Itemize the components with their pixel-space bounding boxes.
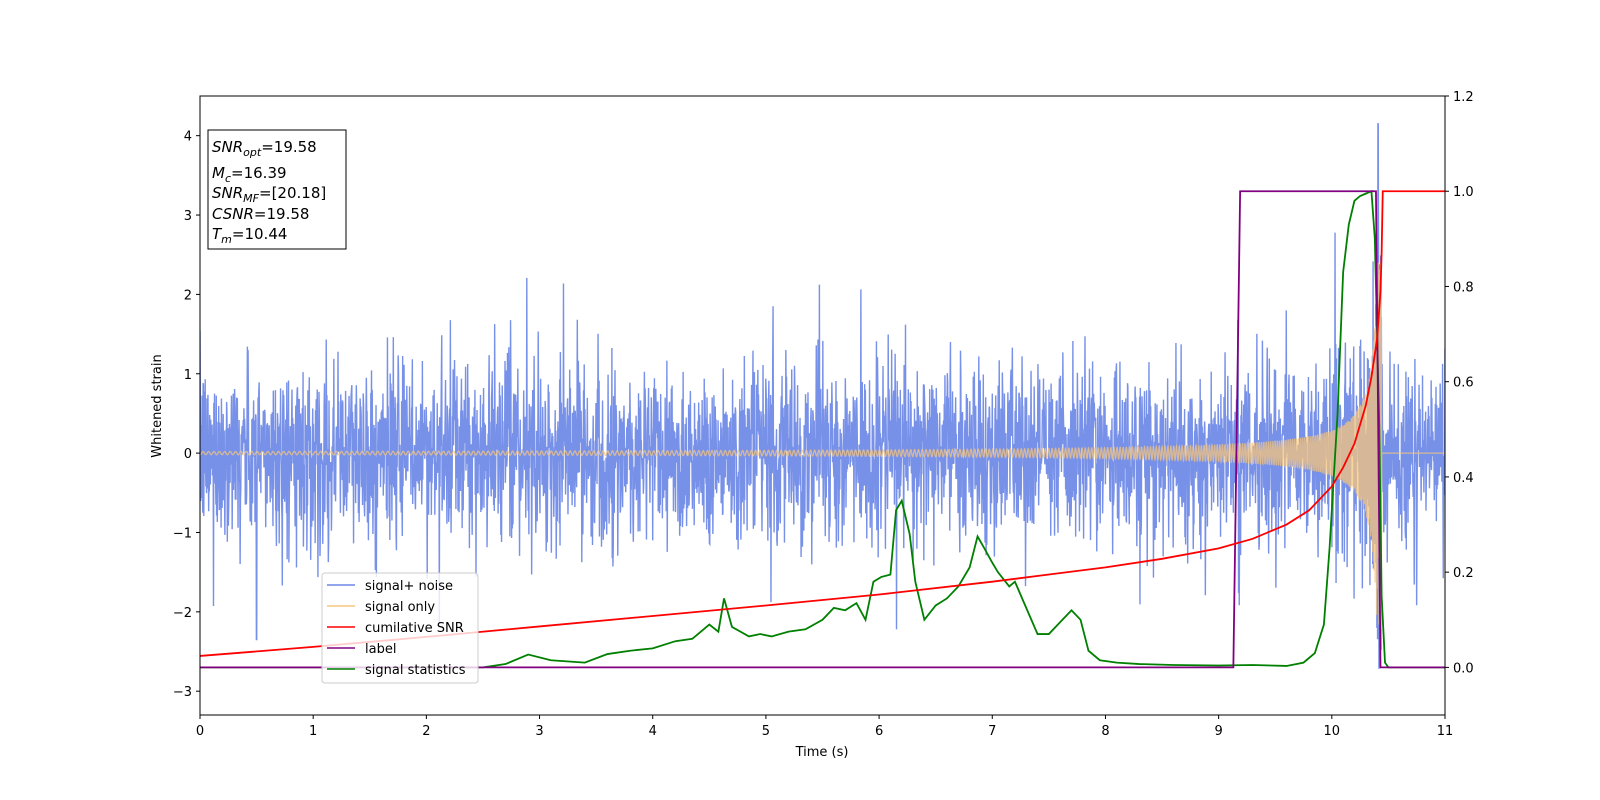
x-tick-label: 3 bbox=[535, 724, 543, 739]
plot-frame bbox=[199, 95, 1446, 716]
y2-tick-label: 1.0 bbox=[1453, 185, 1474, 200]
annotation-snr-mf: SNRMF=[20.18] bbox=[212, 184, 326, 205]
y-tick-label: 4 bbox=[184, 130, 192, 145]
annotation-tm: Tm=10.44 bbox=[212, 225, 287, 246]
x-tick-label: 10 bbox=[1324, 724, 1341, 739]
x-tick-label: 2 bbox=[422, 724, 430, 739]
x-tick-label: 7 bbox=[988, 724, 996, 739]
y2-tick-label: 0.6 bbox=[1453, 376, 1474, 391]
y-tick-label: 2 bbox=[184, 288, 192, 303]
y2-tick-label: 0.4 bbox=[1453, 471, 1474, 486]
x-tick-label: 9 bbox=[1214, 724, 1222, 739]
x-axis-title: Time (s) bbox=[795, 745, 849, 760]
signal-only-series bbox=[200, 262, 1445, 644]
x-tick-label: 8 bbox=[1101, 724, 1109, 739]
x-tick-label: 6 bbox=[875, 724, 883, 739]
y-axis-ticks: −3 −2 −1 0 1 2 3 4 bbox=[173, 130, 200, 700]
y2-tick-label: 1.2 bbox=[1453, 90, 1474, 105]
x-tick-label: 5 bbox=[762, 724, 770, 739]
x-tick-label: 11 bbox=[1437, 724, 1454, 739]
series-line-label bbox=[200, 190, 1445, 669]
y2-tick-label: 0.8 bbox=[1453, 280, 1474, 295]
x-tick-label: 4 bbox=[649, 724, 657, 739]
legend: signal+ noise signal only cumilative SNR… bbox=[321, 572, 479, 684]
y-tick-label: 1 bbox=[184, 368, 192, 383]
legend-label-label: label bbox=[365, 642, 396, 657]
y2-axis-ticks: 0.0 0.2 0.4 0.6 0.8 1.0 1.2 bbox=[1445, 90, 1474, 676]
y-axis-title: Whitened strain bbox=[150, 354, 165, 457]
annotation-csnr: CSNR=19.58 bbox=[212, 205, 309, 223]
y-tick-label: −1 bbox=[173, 526, 192, 541]
annotation-box: SNRopt=19.58 Mc=16.39 SNRMF=[20.18] CSNR… bbox=[207, 129, 347, 250]
series-line-signal-statistics bbox=[200, 189, 1445, 669]
legend-label-signal-only: signal only bbox=[365, 600, 435, 615]
y2-tick-label: 0.2 bbox=[1453, 566, 1474, 581]
annotation-snr-opt: SNRopt=19.58 bbox=[212, 138, 317, 159]
series-line-cumilative-snr bbox=[200, 190, 1445, 657]
x-tick-label: 0 bbox=[196, 724, 204, 739]
y-tick-label: 0 bbox=[184, 447, 192, 462]
y-tick-label: 3 bbox=[184, 209, 192, 224]
signal-only-line bbox=[200, 262, 1445, 644]
legend-label-cumulative-snr: cumilative SNR bbox=[365, 621, 464, 636]
y-tick-label: −2 bbox=[173, 606, 192, 621]
right-axis-series bbox=[200, 189, 1445, 669]
y2-tick-label: 0.0 bbox=[1453, 661, 1474, 676]
legend-label-signal-statistics: signal statistics bbox=[365, 663, 466, 678]
legend-label-signal-noise: signal+ noise bbox=[365, 579, 453, 594]
annotation-mc: Mc=16.39 bbox=[212, 164, 287, 185]
x-axis-ticks: 0 1 2 3 4 5 6 7 8 9 10 11 bbox=[196, 715, 1453, 739]
y-tick-label: −3 bbox=[173, 685, 192, 700]
x-tick-label: 1 bbox=[309, 724, 317, 739]
